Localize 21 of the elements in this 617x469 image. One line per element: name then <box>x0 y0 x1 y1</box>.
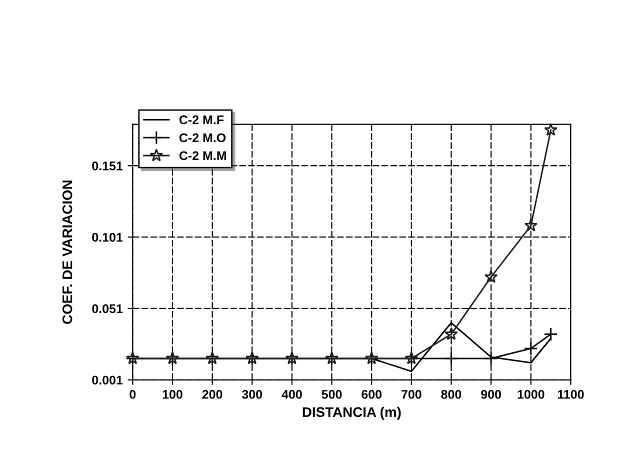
x-tick-label: 0 <box>130 390 136 399</box>
x-tick-label: 1100 <box>558 390 584 399</box>
x-tick-label: 200 <box>202 390 222 399</box>
x-tick-label: 600 <box>362 390 382 399</box>
legend-label: C-2 M.M <box>179 151 226 160</box>
x-tick-label: 400 <box>282 390 302 399</box>
x-axis-title: DISTANCIA (m) <box>302 406 401 420</box>
x-tick-label: 300 <box>242 390 262 399</box>
x-tick-label: 100 <box>162 390 182 399</box>
legend-label: C-2 M.O <box>179 133 226 142</box>
y-tick-label: 0.051 <box>92 304 123 314</box>
y-tick-label: 0.151 <box>92 161 123 170</box>
legend-label: C-2 M.F <box>179 115 224 124</box>
y-tick-label: 0.001 <box>92 376 123 385</box>
x-tick-label: 700 <box>402 390 422 399</box>
x-tick-label: 900 <box>481 390 501 399</box>
x-tick-label: 800 <box>441 390 462 399</box>
x-tick-label: 500 <box>322 390 342 399</box>
x-tick-label: 1000 <box>518 390 544 399</box>
y-axis-title: COEF. DE VARIACION <box>62 180 72 324</box>
y-tick-label: 0.101 <box>92 232 123 242</box>
